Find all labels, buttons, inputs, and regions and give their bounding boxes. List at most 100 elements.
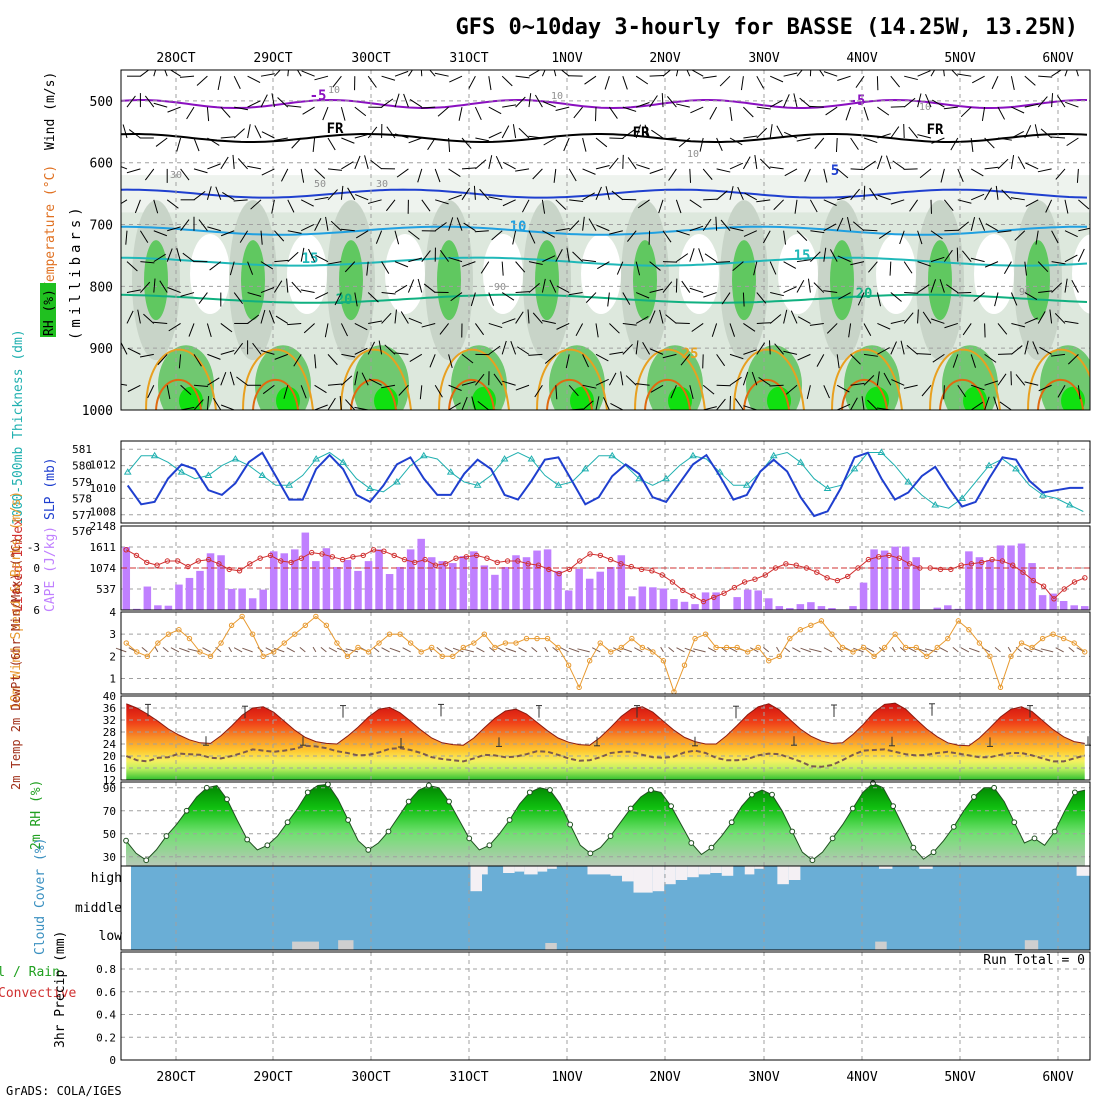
wind-barb	[1011, 345, 1023, 355]
wind-barb	[810, 251, 821, 262]
wind-barb	[797, 409, 798, 410]
wind-barb	[1007, 646, 1012, 653]
wind-point	[755, 644, 761, 651]
wind-barb	[759, 158, 771, 170]
wind-barb	[1064, 320, 1079, 324]
cape-bar	[733, 597, 741, 610]
rh-legend-swatch	[40, 283, 56, 337]
low-cloud-gap	[338, 940, 354, 950]
wind-barb	[563, 137, 570, 152]
wind10m-axis-title: 10m Wind Speed & Barbs (m/s)	[9, 491, 24, 710]
wind-barb	[1064, 199, 1069, 214]
wind-barb	[756, 106, 771, 110]
wind-barb	[737, 186, 744, 201]
wind-barb	[450, 292, 463, 302]
wind-barb	[1025, 162, 1039, 170]
wind-barb	[493, 373, 503, 386]
wind-barb	[782, 409, 784, 410]
wind-barb	[488, 106, 502, 115]
wind-barb	[608, 106, 618, 119]
date-label-bottom: 5NOV	[944, 1070, 975, 1085]
wind-barb	[470, 292, 476, 307]
cape-bar	[175, 584, 183, 610]
rh-point	[224, 796, 230, 803]
wind-point	[776, 653, 782, 660]
wind-barb	[126, 310, 134, 324]
wind-barb	[125, 230, 128, 245]
cape-tick: 537	[96, 583, 116, 596]
wind-barb	[676, 103, 690, 108]
wind-point	[249, 631, 256, 637]
wind-barb	[1024, 75, 1036, 86]
rh-point	[547, 787, 553, 793]
cape-bar	[501, 566, 510, 610]
wind-barb	[320, 646, 327, 653]
cape-bar	[333, 566, 341, 610]
wind-barb	[903, 97, 916, 108]
wind-barb	[327, 397, 336, 410]
wind-barb	[407, 279, 415, 293]
wind-barb	[877, 322, 891, 330]
wind-barb	[649, 348, 664, 355]
wind-barb	[595, 323, 599, 338]
isotherm-25	[634, 348, 706, 410]
lifted-point	[1051, 596, 1057, 602]
cape-bar	[912, 557, 920, 610]
precip-tick: 0.8	[96, 963, 116, 976]
wind-point	[818, 618, 825, 624]
rh-contour-label: 30	[376, 179, 388, 190]
lifted-point	[463, 554, 470, 560]
wind-barb	[850, 168, 865, 171]
cape-bar	[965, 551, 973, 610]
cape-bar	[543, 549, 552, 610]
wind-barb	[676, 230, 690, 236]
lifted-point	[370, 547, 377, 553]
wind-barb	[769, 75, 784, 83]
wind-speed-series	[125, 615, 1086, 694]
wind-barb	[703, 198, 718, 201]
rh-axis-title: RH (%)	[42, 289, 57, 336]
wind-barb	[121, 383, 128, 386]
temp-tick: 28	[103, 726, 116, 739]
pressure-tick: 900	[90, 342, 113, 357]
wind-barb	[742, 292, 745, 307]
lifted-point	[216, 561, 222, 567]
wind-barb	[126, 168, 141, 174]
wind-point	[976, 640, 983, 646]
wind-barb	[611, 190, 624, 201]
wind-barb	[254, 125, 262, 139]
wind-barb	[543, 137, 557, 146]
wind-barb	[502, 380, 516, 386]
rh-point	[607, 833, 614, 839]
lifted-point	[1030, 577, 1037, 584]
wind-barb	[314, 354, 317, 369]
wind-barb	[170, 647, 180, 653]
high-cloud-gap	[1076, 866, 1090, 876]
wind-barb	[193, 137, 200, 152]
cape-bar	[764, 598, 773, 610]
wind-barb	[286, 278, 289, 293]
thickness-point	[231, 455, 240, 462]
wind-barb	[1035, 230, 1039, 245]
wind-point	[934, 644, 940, 651]
wind-barb	[560, 647, 569, 653]
wind-barb	[560, 70, 570, 77]
wind-barb	[944, 199, 954, 212]
wind-barb	[636, 292, 650, 299]
rh-point	[627, 805, 634, 812]
wind-barb	[544, 353, 557, 364]
lifted-point	[236, 568, 243, 574]
wind-barb	[260, 230, 263, 245]
wind-barb	[582, 137, 587, 152]
wind-barb	[222, 191, 235, 201]
wind-barb	[670, 385, 677, 399]
wind-barb	[1057, 385, 1066, 398]
wind-barb	[273, 280, 283, 293]
slp-tick: 1008	[90, 505, 117, 518]
wind-barb	[209, 261, 222, 271]
lifted-point	[628, 563, 634, 570]
rh-point	[1071, 789, 1078, 796]
cape-bar	[196, 570, 204, 610]
wind-barb	[729, 323, 736, 337]
lifted-point	[1040, 583, 1047, 589]
